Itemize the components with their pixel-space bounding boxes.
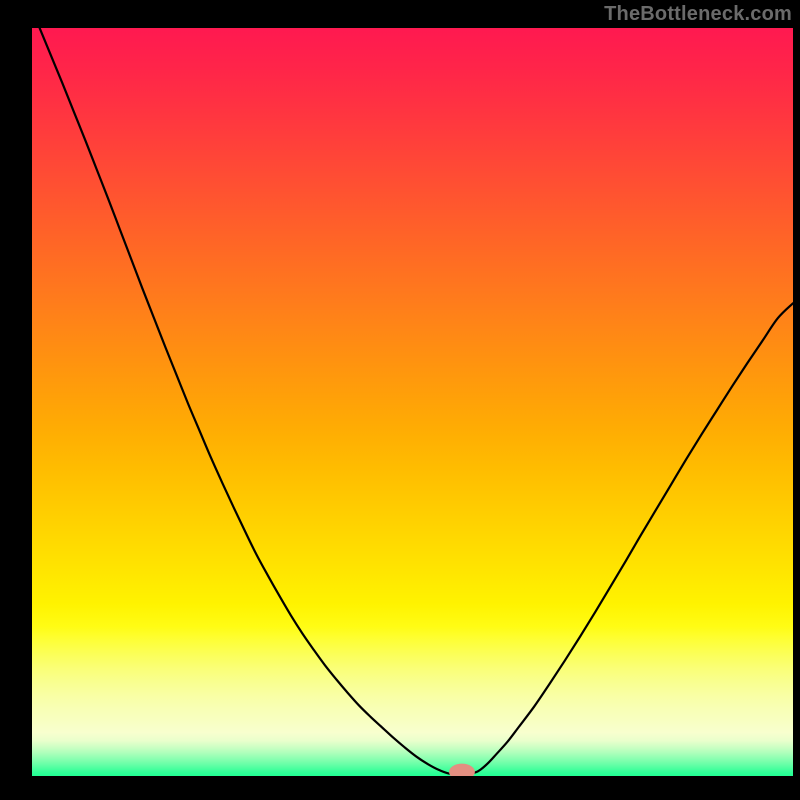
bottleneck-chart (0, 0, 800, 800)
chart-plot-bg (32, 28, 793, 776)
chart-container: TheBottleneck.com (0, 0, 800, 800)
